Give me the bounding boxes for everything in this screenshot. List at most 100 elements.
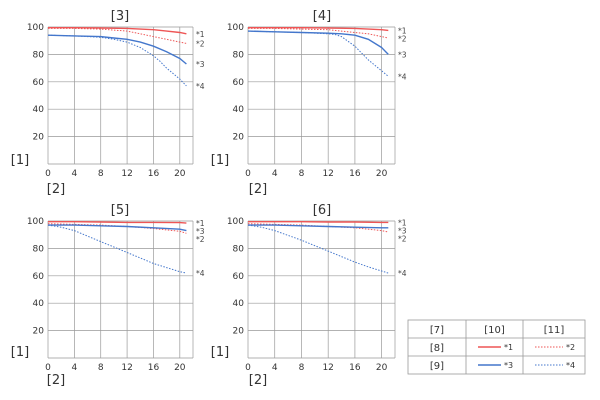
series-line-star4 [247,224,389,274]
y-tick-label: 40 [233,299,245,309]
y-tick-label: 80 [33,50,45,60]
series-line-star3 [247,30,389,55]
series-line-star1 [248,220,389,224]
y-tick-label: 80 [233,244,245,254]
series-line-star1 [248,27,389,32]
y-tick-label: 20 [233,327,245,337]
y-tick-label: 20 [33,133,45,143]
series-end-label: *2 [196,235,205,244]
x-tick-label: 16 [148,363,160,373]
x-tick-label: 4 [71,169,77,179]
x-tick-label: 12 [322,169,333,179]
x-tick-label: 4 [71,363,77,373]
legend-entry-label: *2 [566,343,575,352]
y-axis-label: [1] [211,153,229,168]
series-end-label: *1 [196,219,205,228]
y-tick-label: 20 [33,327,45,337]
y-tick-label: 40 [233,105,245,115]
x-axis-label: [2] [47,373,65,388]
y-tick-label: 100 [227,23,244,33]
x-tick-label: 4 [272,169,278,179]
x-tick-label: 20 [174,363,186,373]
series-end-label: *4 [398,72,407,81]
y-tick-label: 100 [27,217,44,227]
series-end-label: *4 [196,269,205,278]
series-line-star3 [248,224,389,229]
x-tick-label: 16 [349,363,361,373]
chart-panel-2: 0 4 8 12 16 20 20 40 60 80 100 *1*2 *3 *4 [4] [1] [2] [211,9,407,197]
x-tick-label: 0 [45,169,51,179]
legend-row-label: [8] [430,343,444,354]
y-axis-label: [1] [11,153,29,168]
y-axis-label: [1] [211,345,229,360]
legend-entry-label: *3 [504,361,513,370]
chart-title: [4] [313,9,331,24]
x-tick-label: 8 [98,169,104,179]
y-tick-label: 40 [33,105,45,115]
legend-row-label: [9] [430,361,444,372]
legend-entry-label: *1 [504,343,513,352]
y-tick-label: 100 [227,217,244,227]
x-axis-label: [2] [249,182,267,197]
series-end-label: *2 [398,234,407,243]
x-tick-label: 20 [376,169,388,179]
chart-title: [3] [111,9,129,24]
y-tick-label: 80 [33,244,45,254]
chart-panel-3: 0 4 8 12 16 20 20 40 60 80 100 *1*3*2 *4 [5] [1] [2] [11,203,205,388]
x-tick-label: 0 [45,363,51,373]
series-end-label: *2 [398,34,407,43]
series-end-label: *4 [196,82,205,91]
x-tick-label: 0 [245,169,251,179]
series-end-label: *3 [196,60,205,69]
series-end-label: *3 [398,50,407,59]
x-tick-label: 12 [121,363,132,373]
y-tick-label: 60 [33,78,45,88]
chart-title: [5] [111,203,129,218]
x-tick-label: 16 [148,169,160,179]
x-tick-label: 12 [322,363,333,373]
series-end-label: *2 [196,39,205,48]
chart-title: [6] [313,203,331,218]
legend-header: [11] [544,325,565,336]
legend-header: [7] [430,325,444,336]
x-tick-label: 8 [299,169,305,179]
legend-entry-label: *4 [566,361,575,370]
chart-panel-1: 0 4 8 12 16 20 20 40 60 80 100 *1*2 *3 *4 [3] [1] [2] [11,9,205,197]
x-tick-label: 12 [121,169,132,179]
series-end-label: *1 [196,30,205,39]
x-tick-label: 0 [245,363,251,373]
series-line-star3 [48,224,187,232]
y-tick-label: 100 [27,23,44,33]
series-end-label: *4 [398,269,407,278]
series-line-star4 [247,30,389,77]
series-line-star1 [48,220,187,224]
series-line-star4 [47,34,187,87]
x-tick-label: 20 [376,363,388,373]
y-tick-label: 60 [233,78,245,88]
series-line-star2 [248,27,389,39]
y-tick-label: 60 [33,272,45,282]
series-end-label: *1 [398,26,407,35]
x-tick-label: 16 [349,169,361,179]
x-axis-label: [2] [249,373,267,388]
x-tick-label: 8 [98,363,104,373]
y-tick-label: 60 [233,272,245,282]
legend-border [407,319,586,375]
x-axis-label: [2] [47,182,65,197]
series-line-star4 [47,224,187,274]
y-tick-label: 80 [233,50,245,60]
y-tick-label: 40 [33,299,45,309]
legend-header: [10] [484,325,505,336]
x-tick-label: 20 [174,169,186,179]
series-line-star1 [48,27,187,35]
y-tick-label: 20 [233,133,245,143]
x-tick-label: 4 [272,363,278,373]
series-end-label: *1 [398,218,407,227]
series-end-label: *3 [196,227,205,236]
chart-panel-4: 0 4 8 12 16 20 20 40 60 80 100 *1*3*2 *4 [6] [1] [2] [211,203,407,388]
legend-table: [7] [10] [11] [8] *1 *2 [9] *3 *4 [407,319,586,375]
series-end-label: *3 [398,226,407,235]
y-axis-label: [1] [11,345,29,360]
x-tick-label: 8 [299,363,305,373]
